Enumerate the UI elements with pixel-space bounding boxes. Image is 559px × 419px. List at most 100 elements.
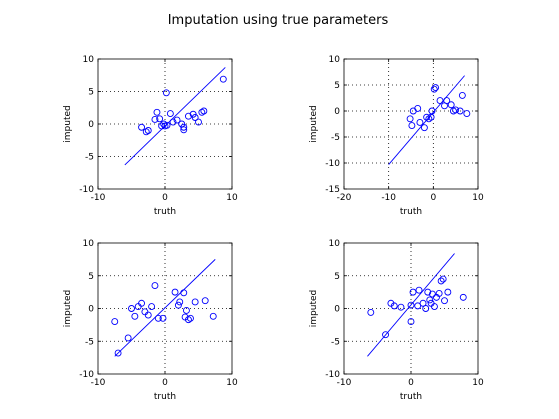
- y-tick-label: 10: [329, 55, 341, 65]
- data-point: [162, 89, 170, 97]
- data-point: [406, 115, 414, 123]
- data-point: [219, 75, 227, 83]
- data-point: [174, 301, 182, 309]
- data-point: [435, 289, 443, 297]
- data-point: [180, 289, 188, 297]
- data-point: [447, 101, 455, 109]
- y-tick-label: 0: [88, 305, 94, 315]
- y-tick-label: 5: [334, 81, 340, 91]
- x-tick-label: 0: [162, 378, 168, 388]
- y-tick-label: 10: [329, 239, 341, 249]
- x-tick-label: 10: [226, 378, 238, 388]
- data-point: [180, 126, 188, 134]
- data-point: [441, 297, 448, 305]
- data-point: [200, 107, 208, 115]
- axes-frame: [343, 58, 479, 190]
- data-point: [138, 123, 146, 131]
- data-point: [142, 128, 150, 136]
- y-tick-label: 10: [83, 55, 95, 65]
- data-point: [424, 288, 432, 296]
- data-point: [144, 127, 152, 134]
- data-point: [430, 85, 438, 93]
- x-tick-label: -10: [381, 193, 396, 203]
- data-point: [191, 114, 199, 121]
- data-point: [415, 286, 423, 294]
- data-point: [425, 115, 433, 123]
- data-point: [114, 349, 122, 357]
- data-point: [422, 305, 430, 312]
- data-point: [414, 104, 422, 112]
- data-point: [382, 331, 389, 339]
- data-point: [439, 275, 447, 283]
- x-tick-label: 0: [408, 378, 414, 388]
- data-point: [407, 318, 415, 326]
- y-tick-label: 5: [88, 88, 94, 98]
- x-tick-label: -20: [337, 193, 352, 203]
- data-point: [166, 110, 174, 118]
- data-point: [169, 118, 177, 126]
- x-axis-label: truth: [154, 392, 176, 402]
- data-point: [420, 124, 428, 132]
- data-point: [154, 314, 162, 322]
- y-tick-label: -5: [85, 337, 94, 347]
- y-axis-label: imputed: [309, 105, 319, 142]
- y-tick-label: -5: [331, 133, 340, 143]
- subplot-1: -10 0 10 -10 -5 0 5 10 truth imputed: [63, 55, 238, 217]
- data-point: [124, 334, 132, 342]
- data-point: [443, 97, 451, 105]
- y-axis-label: imputed: [63, 290, 73, 327]
- subplot-4: -10 0 10 -10 -5 0 5 10 truth imputed: [309, 239, 484, 402]
- data-point: [159, 314, 167, 322]
- data-point: [426, 296, 434, 304]
- data-point: [458, 91, 466, 99]
- data-point: [452, 106, 460, 114]
- y-tick-label: 5: [88, 272, 94, 282]
- y-tick-label: -5: [331, 337, 340, 347]
- figure-title: Imputation using true parameters: [168, 13, 389, 28]
- data-point: [131, 312, 139, 320]
- data-point: [209, 312, 217, 320]
- y-tick-label: -10: [325, 370, 340, 380]
- y-tick-label: 10: [83, 239, 95, 249]
- subplot-3: -10 0 10 -10 -5 0 5 10 truth imputed: [63, 239, 238, 402]
- data-point: [432, 84, 440, 92]
- data-point: [444, 288, 452, 296]
- y-tick-label: 0: [88, 120, 94, 130]
- data-point: [431, 303, 438, 310]
- x-tick-label: -10: [337, 378, 352, 388]
- data-point: [416, 118, 424, 126]
- subplot-2: -20 -10 0 10 -15 -10 -5 0 5 10 truth imputed: [309, 55, 484, 217]
- data-point: [151, 115, 159, 123]
- y-tick-label: 5: [334, 272, 340, 282]
- x-tick-label: -10: [91, 193, 106, 203]
- data-point: [201, 297, 209, 305]
- x-tick-label: 10: [472, 378, 484, 388]
- data-point: [176, 298, 184, 306]
- fit-line: [124, 67, 226, 166]
- data-point: [184, 112, 192, 120]
- data-point: [367, 308, 375, 316]
- data-point: [407, 301, 415, 309]
- data-point: [160, 120, 168, 128]
- fit-line: [114, 259, 216, 357]
- y-tick-label: -5: [85, 153, 94, 163]
- y-axis-label: imputed: [309, 290, 319, 327]
- data-point: [182, 307, 190, 314]
- data-point: [191, 298, 199, 306]
- fit-line: [367, 253, 455, 357]
- data-point: [187, 314, 194, 322]
- y-tick-label: 0: [334, 107, 340, 117]
- data-point: [128, 305, 135, 312]
- data-point: [397, 303, 405, 311]
- data-point: [138, 299, 146, 307]
- data-point: [423, 113, 431, 121]
- x-axis-label: truth: [154, 207, 176, 217]
- data-point: [198, 108, 206, 116]
- data-point: [437, 277, 445, 285]
- data-point: [436, 97, 444, 105]
- data-point: [158, 122, 166, 130]
- data-point: [163, 121, 171, 129]
- data-point: [195, 118, 202, 126]
